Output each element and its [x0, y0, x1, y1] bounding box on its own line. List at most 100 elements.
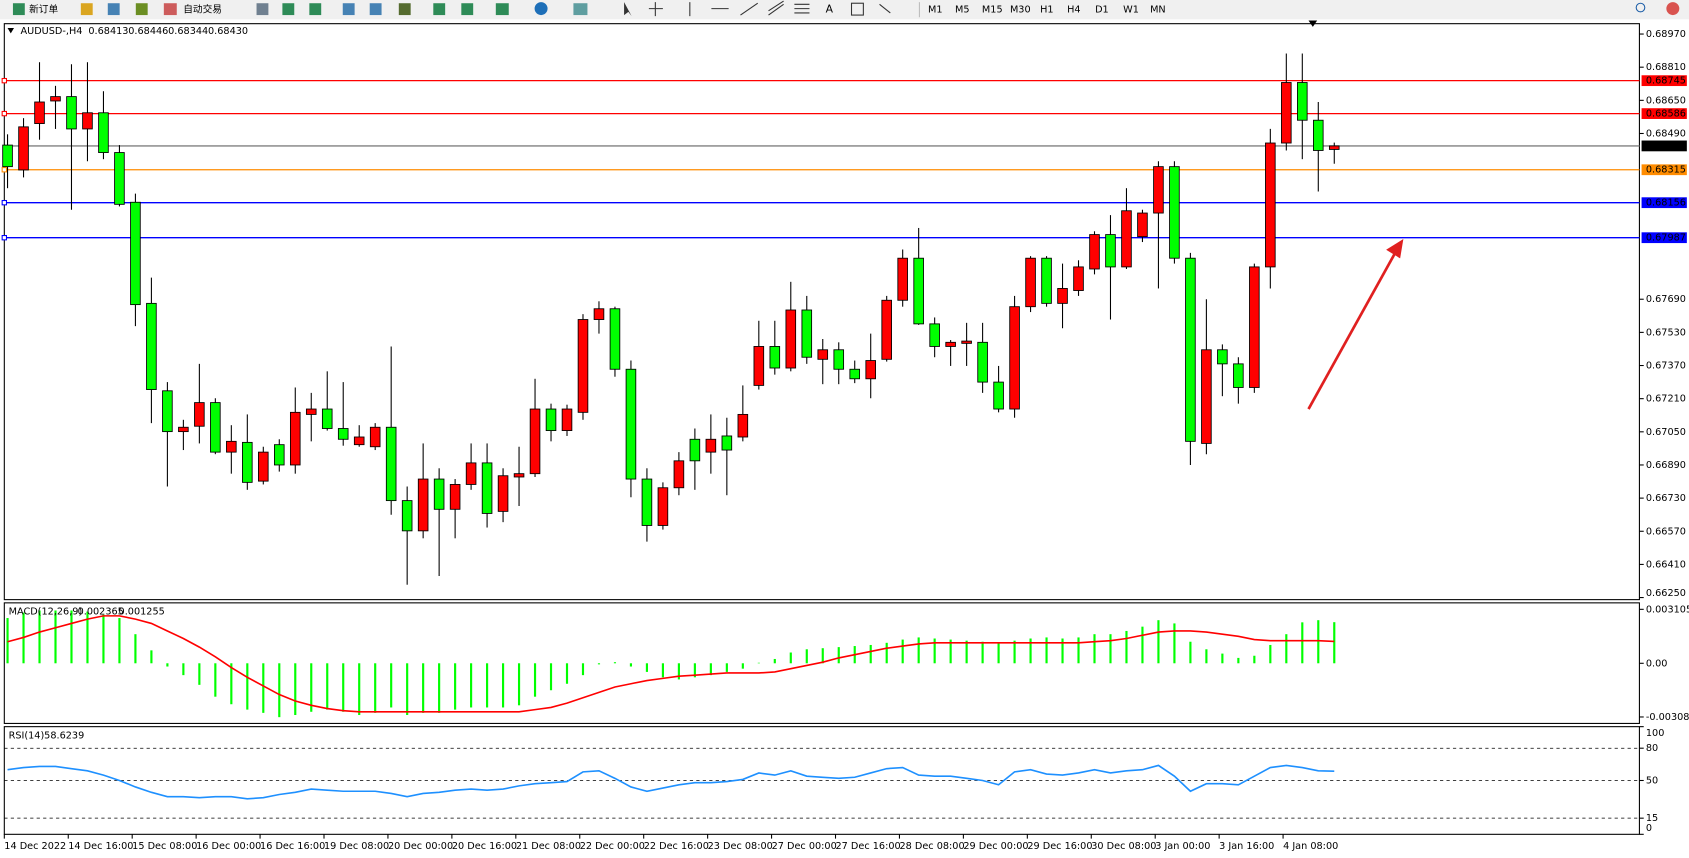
candle-body	[977, 341, 988, 383]
x-tick-label: 3 Jan 00:00	[1155, 841, 1210, 852]
candle-body	[785, 309, 797, 369]
macd-bar	[725, 663, 728, 672]
timeframe-button[interactable]: M5	[955, 5, 970, 16]
chart-icon[interactable]	[282, 3, 295, 16]
candle-body	[321, 408, 333, 429]
timeframe-button[interactable]: MN	[1150, 5, 1166, 16]
candle-body	[1105, 234, 1116, 268]
timeframe-button[interactable]: M15	[982, 5, 1003, 16]
price-tag-label: 0.68156	[1646, 198, 1686, 209]
line-anchor	[1, 77, 8, 84]
candle-body	[545, 408, 557, 432]
toolbar-icons: A	[12, 0, 1680, 18]
price-tag-label: 0.68745	[1646, 76, 1686, 87]
candle-body	[481, 462, 493, 514]
scroll-icon[interactable]	[433, 3, 446, 16]
macd-bar	[629, 663, 633, 667]
candle-body	[1009, 306, 1020, 410]
candle-body	[529, 408, 541, 475]
label-tool-icon[interactable]	[850, 2, 864, 16]
y-tick-label: 0	[1646, 823, 1652, 834]
auto-trade-icon[interactable]	[163, 3, 177, 16]
text-tool-icon[interactable]: A	[826, 3, 834, 16]
price-panel-frame	[3, 23, 1640, 601]
candle-body	[881, 299, 892, 360]
macd-bar	[86, 611, 89, 664]
indicators-icon[interactable]	[495, 3, 509, 16]
candle-body	[737, 413, 749, 438]
x-tick-label: 4 Jan 08:00	[1283, 841, 1338, 852]
tool-icon[interactable]	[135, 3, 148, 16]
candle-body	[34, 101, 45, 124]
chart-icon[interactable]	[309, 3, 322, 16]
arrows-icon[interactable]	[879, 3, 891, 14]
timeframe-button[interactable]: M1	[928, 5, 943, 16]
tool-icon[interactable]	[80, 3, 93, 16]
macd-bar	[1317, 620, 1320, 664]
chart-icon[interactable]	[256, 3, 269, 16]
line-anchor	[1, 199, 8, 206]
x-tick-label: 16 Dec 16:00	[260, 841, 325, 852]
toolbar-button[interactable]: 自动交易	[183, 3, 222, 16]
x-tick-label: 19 Dec 08:00	[324, 841, 389, 852]
macd-bar	[1221, 653, 1224, 664]
macd-bar	[326, 663, 329, 710]
candle-body	[1185, 257, 1196, 442]
x-tick-label: 22 Dec 00:00	[580, 841, 645, 852]
cursor-icon[interactable]	[624, 2, 632, 17]
tool-icon[interactable]	[107, 3, 120, 16]
shift-icon[interactable]	[461, 3, 474, 16]
macd-bar	[150, 650, 153, 664]
candle-body	[641, 478, 653, 526]
timeframe-button[interactable]: M30	[1010, 5, 1031, 16]
ohlc-value: 0.68430	[208, 26, 248, 37]
zoom-in-icon[interactable]	[342, 3, 355, 16]
templates-icon[interactable]	[573, 3, 588, 16]
candle-body	[1041, 257, 1052, 304]
y-tick-label: 50	[1646, 775, 1658, 786]
candle-body	[1328, 145, 1340, 150]
candle-body	[1217, 349, 1228, 365]
crosshair-icon[interactable]	[648, 2, 663, 17]
candle-body	[337, 428, 349, 440]
toolbar-button[interactable]: 新订单	[29, 3, 58, 16]
macd-bar	[949, 639, 952, 664]
timeframe-button[interactable]: W1	[1123, 5, 1139, 16]
periods-icon[interactable]	[534, 2, 548, 16]
x-tick-label: 21 Dec 08:00	[516, 841, 581, 852]
candle-body	[961, 340, 972, 344]
macd-bar	[182, 663, 185, 676]
y-tick-label: 0.68490	[1646, 128, 1686, 139]
candle-body	[1297, 82, 1308, 121]
macd-bar	[1093, 634, 1096, 664]
notification-icon[interactable]	[1666, 2, 1680, 16]
new-order-icon[interactable]	[12, 3, 25, 16]
macd-bar	[390, 663, 393, 708]
candle-body	[657, 487, 669, 526]
macd-bar	[422, 663, 425, 713]
timeframe-button[interactable]: H4	[1067, 5, 1080, 16]
trendline-icon[interactable]	[740, 2, 759, 16]
macd-bar	[821, 648, 824, 664]
x-tick-label: 20 Dec 00:00	[388, 841, 453, 852]
annotation-arrow	[1307, 238, 1404, 410]
macd-bar	[1237, 657, 1240, 664]
search-icon[interactable]	[1635, 2, 1646, 13]
macd-bar	[358, 663, 361, 716]
y-tick-label: -0.003089	[1646, 712, 1689, 723]
candle-body	[465, 462, 477, 485]
timeframe-button[interactable]: D1	[1095, 5, 1109, 16]
macd-bar	[1333, 622, 1336, 664]
zoom-out-icon[interactable]	[369, 3, 382, 16]
candle-body	[353, 436, 365, 446]
macd-bar	[501, 663, 505, 708]
candle-body	[289, 411, 301, 466]
macd-bar	[933, 638, 936, 664]
fibo-icon[interactable]	[794, 3, 810, 14]
y-tick-label: 0.67530	[1646, 327, 1686, 338]
price-tag	[1641, 75, 1687, 87]
tile-icon[interactable]	[398, 3, 411, 16]
timeframe-button[interactable]: H1	[1040, 5, 1053, 16]
channel-icon[interactable]	[768, 0, 784, 16]
